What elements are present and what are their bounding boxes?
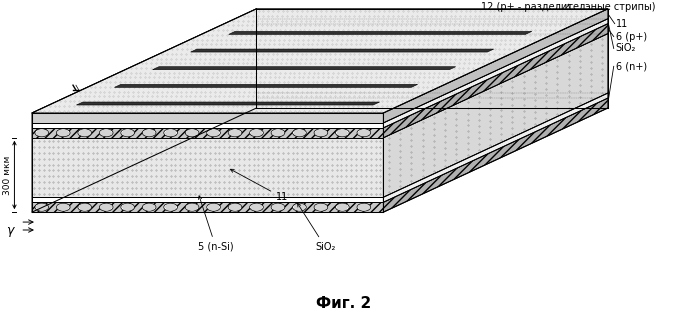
Polygon shape bbox=[383, 9, 608, 123]
Ellipse shape bbox=[314, 203, 328, 211]
Ellipse shape bbox=[78, 129, 91, 137]
Ellipse shape bbox=[228, 129, 242, 137]
Polygon shape bbox=[191, 49, 493, 52]
Ellipse shape bbox=[292, 129, 306, 137]
Ellipse shape bbox=[35, 203, 49, 211]
Ellipse shape bbox=[142, 203, 156, 211]
Ellipse shape bbox=[336, 129, 349, 137]
Polygon shape bbox=[383, 24, 608, 138]
Ellipse shape bbox=[164, 203, 177, 211]
Text: 6 (p+): 6 (p+) bbox=[616, 32, 647, 42]
Polygon shape bbox=[32, 128, 383, 138]
Ellipse shape bbox=[121, 203, 135, 211]
Polygon shape bbox=[32, 123, 383, 128]
Polygon shape bbox=[383, 19, 608, 128]
Text: 12 (p+ - разделителэные стрипы): 12 (p+ - разделителэные стрипы) bbox=[481, 2, 655, 12]
Polygon shape bbox=[383, 34, 608, 197]
Polygon shape bbox=[32, 202, 383, 212]
Ellipse shape bbox=[250, 129, 263, 137]
Ellipse shape bbox=[250, 203, 263, 211]
Polygon shape bbox=[153, 67, 456, 70]
Text: 6 (n+): 6 (n+) bbox=[616, 61, 647, 71]
Polygon shape bbox=[32, 138, 383, 197]
Ellipse shape bbox=[207, 129, 221, 137]
Polygon shape bbox=[77, 102, 380, 105]
Ellipse shape bbox=[357, 129, 371, 137]
Polygon shape bbox=[32, 9, 256, 212]
Text: 11: 11 bbox=[230, 169, 288, 202]
Ellipse shape bbox=[99, 129, 113, 137]
Ellipse shape bbox=[35, 129, 49, 137]
Ellipse shape bbox=[207, 203, 221, 211]
Text: 300 мкм: 300 мкм bbox=[3, 155, 11, 195]
Text: Фиг. 2: Фиг. 2 bbox=[315, 296, 371, 311]
Ellipse shape bbox=[271, 203, 285, 211]
Ellipse shape bbox=[57, 203, 70, 211]
Text: SiO₂: SiO₂ bbox=[616, 43, 636, 54]
Ellipse shape bbox=[314, 129, 328, 137]
Ellipse shape bbox=[357, 203, 371, 211]
Ellipse shape bbox=[99, 203, 113, 211]
Polygon shape bbox=[32, 197, 383, 202]
Ellipse shape bbox=[57, 129, 70, 137]
Polygon shape bbox=[383, 93, 608, 202]
Ellipse shape bbox=[271, 129, 285, 137]
Text: 11: 11 bbox=[616, 19, 628, 29]
Polygon shape bbox=[229, 31, 532, 34]
Ellipse shape bbox=[121, 129, 135, 137]
Polygon shape bbox=[114, 84, 417, 87]
Text: $\gamma$: $\gamma$ bbox=[6, 225, 15, 239]
Polygon shape bbox=[32, 113, 383, 123]
Ellipse shape bbox=[336, 203, 349, 211]
Ellipse shape bbox=[142, 129, 156, 137]
Ellipse shape bbox=[292, 203, 306, 211]
Polygon shape bbox=[383, 98, 608, 212]
Polygon shape bbox=[32, 9, 608, 113]
Text: 5 (n-Si): 5 (n-Si) bbox=[198, 196, 234, 252]
Ellipse shape bbox=[78, 203, 91, 211]
Text: SiO₂: SiO₂ bbox=[297, 204, 336, 252]
Ellipse shape bbox=[164, 129, 177, 137]
Ellipse shape bbox=[185, 203, 199, 211]
Ellipse shape bbox=[185, 129, 199, 137]
Ellipse shape bbox=[228, 203, 242, 211]
